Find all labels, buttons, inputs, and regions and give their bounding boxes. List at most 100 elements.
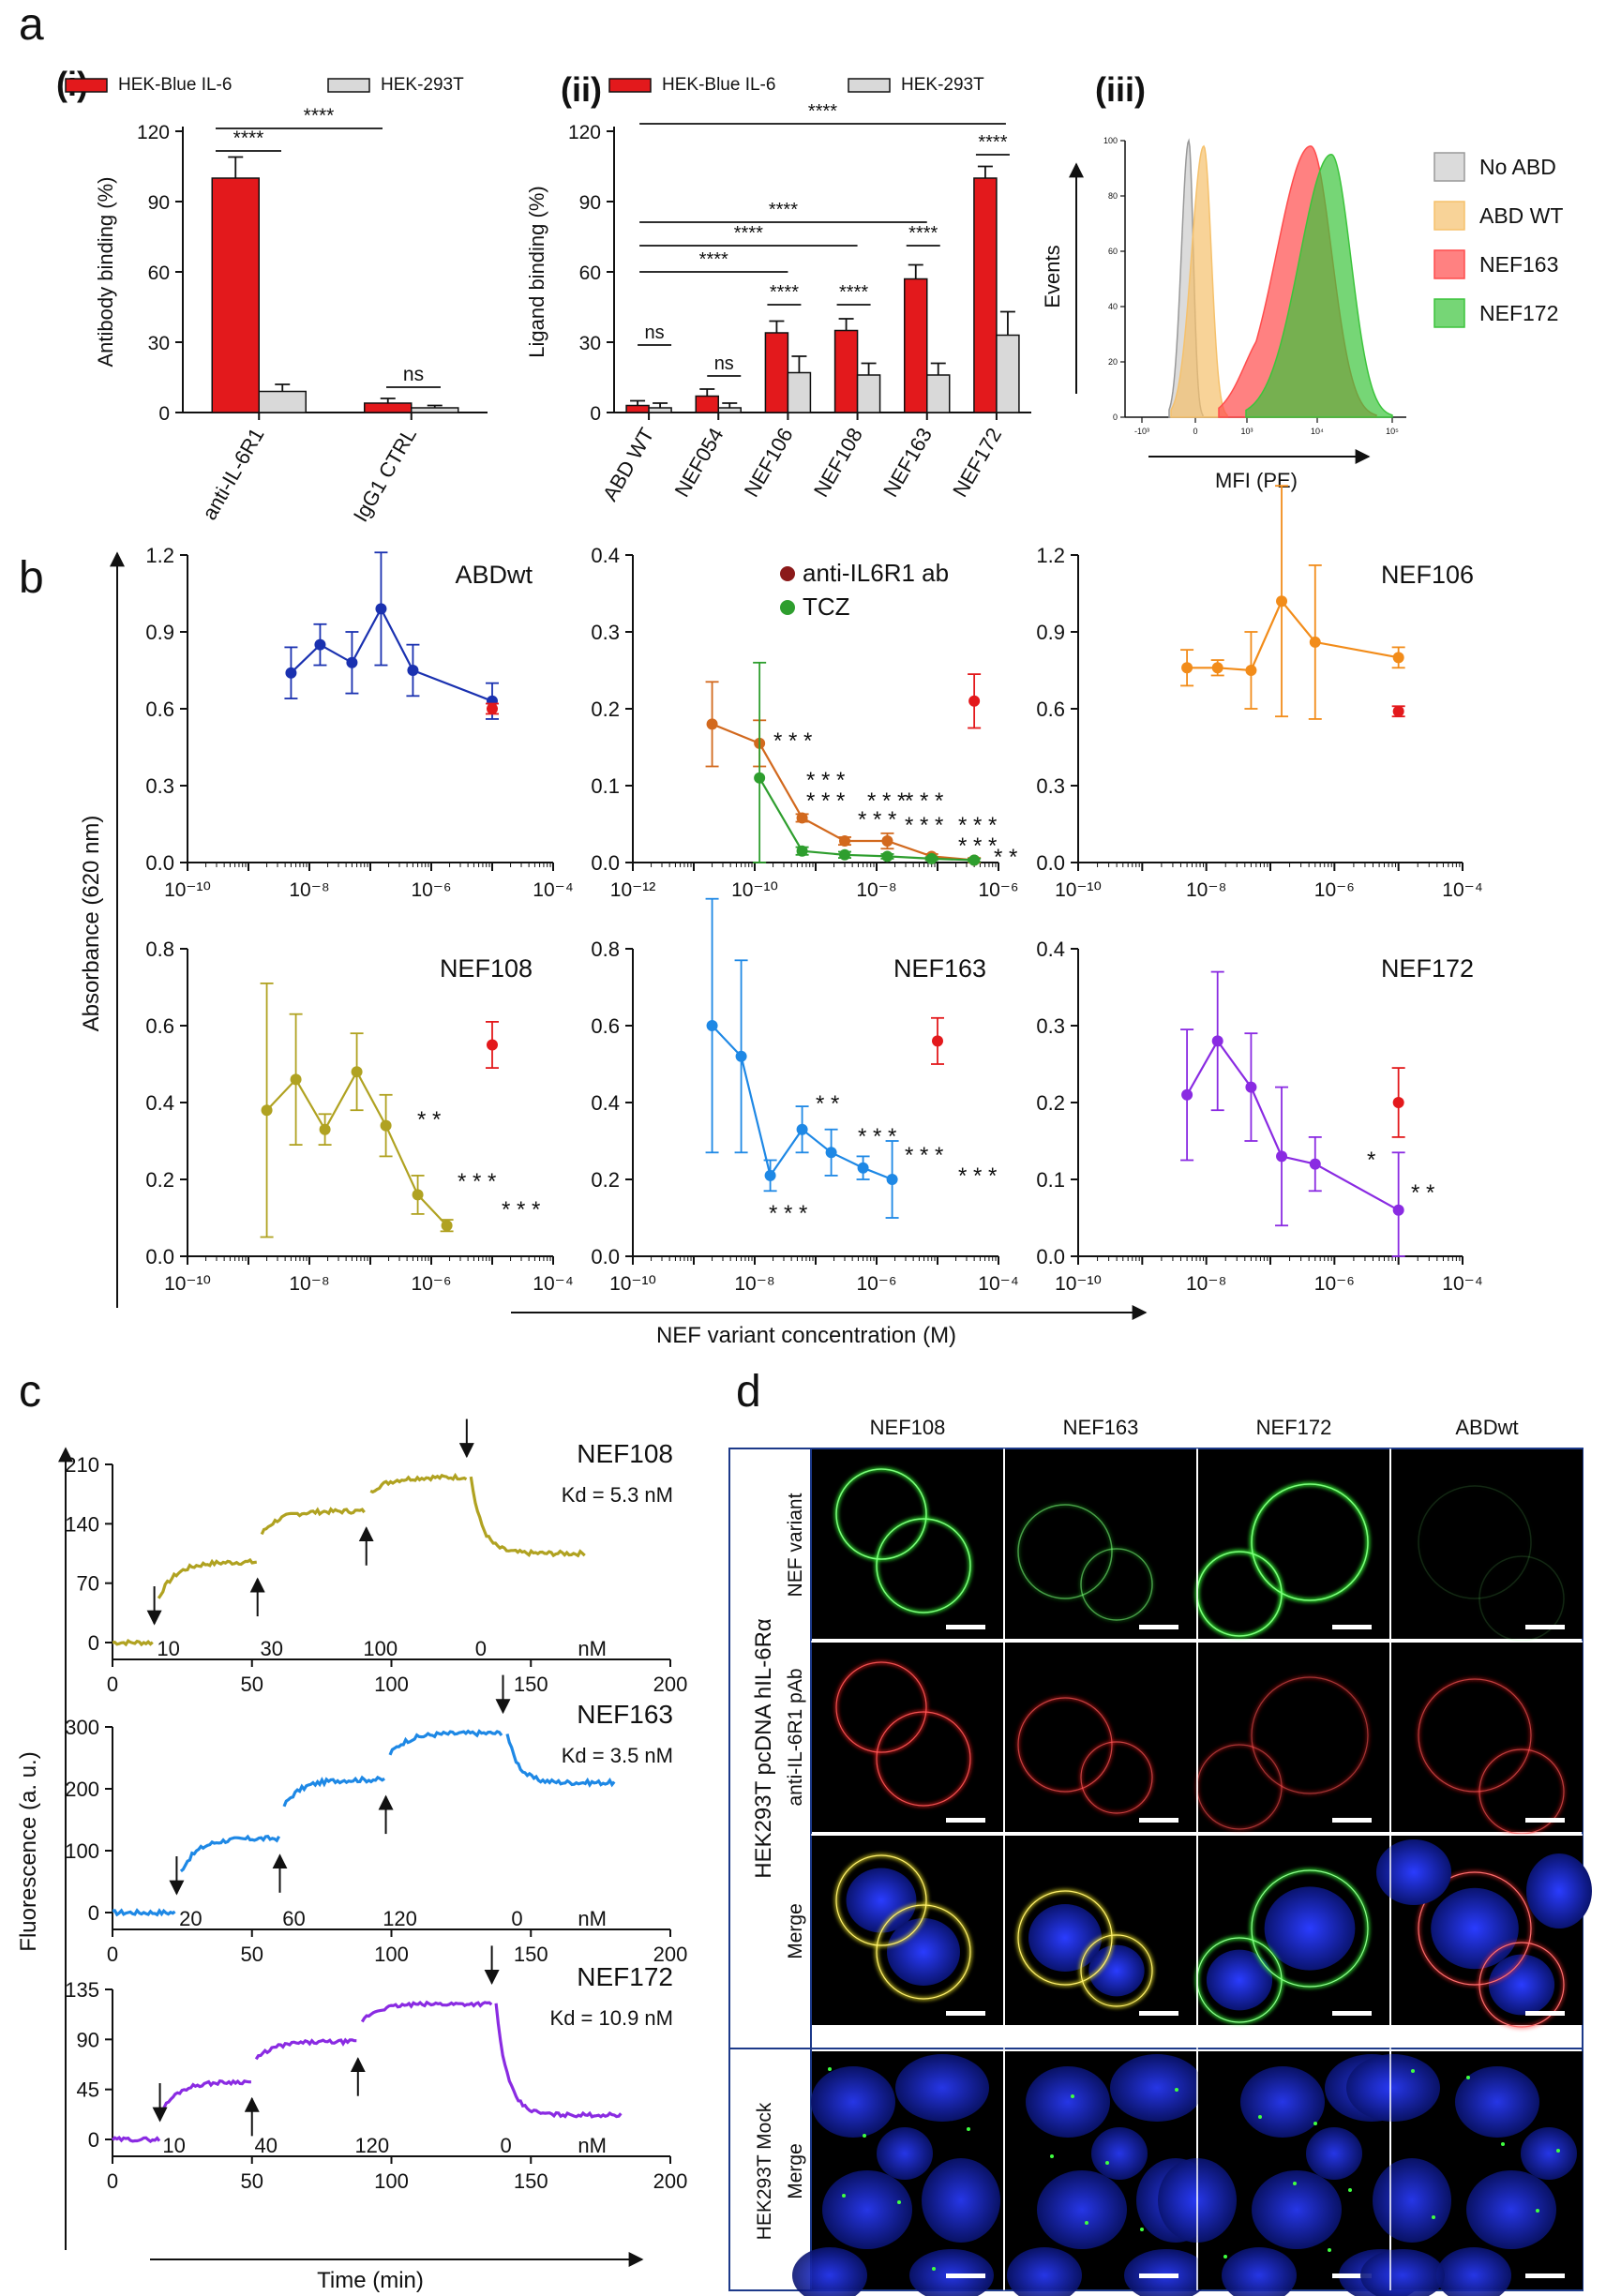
sig-label: ****	[769, 200, 798, 220]
micro-cell-r3-c3	[1346, 2051, 1583, 2296]
y-tick-label: 100	[1103, 136, 1118, 145]
data-point	[351, 1066, 363, 1078]
x-tick-label: 0	[107, 1673, 118, 1696]
y-axis-label: Antibody binding (%)	[94, 176, 117, 367]
y-tick-label: 60	[1108, 247, 1118, 256]
image-bg	[1391, 1643, 1583, 1832]
x-tick-label: 0	[107, 1943, 118, 1966]
sig-stars: * *	[417, 1107, 441, 1133]
data-point	[261, 1104, 273, 1117]
concentration-label: 120	[383, 1907, 417, 1930]
trace-segment	[369, 1472, 468, 1494]
y-tick-label: 100	[65, 1839, 99, 1863]
chart-b_nef108: 0.0 0.2 0.4 0.6 0.8 10⁻¹⁰ 10⁻⁸ 10⁻⁶ 10⁻⁴ NEF108 * …	[145, 938, 573, 1295]
sig-label: ns	[645, 323, 665, 343]
scale-bar	[1332, 1818, 1372, 1823]
concentration-label: 10	[162, 2134, 185, 2157]
trace-segment	[360, 2000, 493, 2023]
scale-bar	[1332, 2011, 1372, 2016]
y-tick-label: 0.0	[145, 851, 174, 875]
cell-membrane-green	[1418, 1485, 1532, 1599]
image-bg	[812, 1449, 1003, 1639]
data-point	[825, 1147, 837, 1159]
sig-stars: * * *	[858, 1124, 896, 1149]
micro-cell-r2-c3	[1376, 1836, 1592, 2029]
x-tick-label: 50	[241, 2169, 263, 2193]
y-tick-label: 200	[65, 1778, 99, 1801]
concentration-label: 0	[511, 1907, 522, 1930]
nucleus	[1346, 2054, 1440, 2122]
nucleus	[1037, 2170, 1127, 2249]
legend-swatch	[1433, 201, 1465, 231]
y-tick-label: 0.8	[591, 938, 620, 961]
data-point	[1245, 1081, 1257, 1093]
data-point	[796, 845, 808, 857]
chart-title: NEF108	[577, 1439, 673, 1468]
x-tick-label: 10⁻⁶	[978, 879, 1018, 901]
concentration-label: 30	[260, 1637, 282, 1660]
bar	[648, 407, 672, 413]
y-tick-label: 0.9	[1036, 621, 1065, 644]
x-tick-label: 150	[514, 2169, 548, 2193]
cell-membrane-green-core	[1251, 1483, 1369, 1601]
legend-swatch	[65, 78, 108, 93]
speck	[967, 2127, 970, 2131]
scale-bar	[1332, 2273, 1372, 2278]
trace-segment	[388, 1729, 503, 1756]
sig-stars: * * *	[458, 1169, 496, 1194]
y-tick-label: 0	[88, 2128, 99, 2152]
data-point	[346, 656, 358, 668]
bar	[717, 407, 742, 413]
scale-bar	[946, 2273, 985, 2278]
image-bg	[1005, 1643, 1196, 1832]
speck	[1258, 2115, 1262, 2119]
speck	[1223, 2255, 1227, 2258]
nucleus	[811, 2066, 895, 2138]
chart-b_abdwt: 0.0 0.3 0.6 0.9 1.2 10⁻¹⁰ 10⁻⁸ 10⁻⁶ 10⁻⁴ ABDwt	[145, 544, 573, 901]
chart-title: ABDwt	[455, 561, 533, 589]
concentration-label: 40	[255, 2134, 278, 2157]
bar	[364, 402, 413, 413]
sig-stars: * * *	[502, 1197, 540, 1223]
bar	[211, 177, 260, 413]
y-tick-label: 60	[579, 263, 601, 284]
y-tick-label: 0.6	[145, 698, 174, 721]
data-point	[839, 835, 851, 848]
speck	[1411, 2069, 1415, 2073]
speck	[1466, 2076, 1470, 2079]
data-point	[881, 850, 893, 863]
image-bg	[1198, 1449, 1389, 1639]
scale-bar	[946, 1818, 985, 1823]
cell-membrane-green-core	[1478, 1555, 1565, 1642]
kd-label: Kd = 5.3 nM	[562, 1483, 673, 1507]
data-point	[314, 638, 326, 651]
x-tick-label: 10⁻⁶	[1314, 879, 1355, 901]
nucleus	[1124, 2249, 1208, 2296]
trace-segment	[505, 1733, 616, 1788]
y-tick-label: 0.1	[1036, 1168, 1065, 1192]
speck	[1071, 2094, 1074, 2098]
data-point	[1211, 662, 1223, 674]
nucleus	[1088, 1944, 1145, 1997]
group-label: HEK293T pcDNA hIL-6Rα	[751, 1618, 776, 1879]
histogram-abd-wt	[1170, 144, 1228, 418]
panel-label-b: b	[19, 553, 44, 603]
x-tick-label: 10⁻¹⁰	[609, 1273, 656, 1295]
concentration-label: 0	[475, 1637, 487, 1660]
merged-membrane-core	[1017, 1890, 1113, 1986]
y-tick-label: 0.2	[591, 698, 620, 721]
legend-label: TCZ	[803, 593, 850, 621]
x-tick-label: 100	[374, 1673, 409, 1696]
y-tick-label: 0.6	[591, 1014, 620, 1038]
micro-cell-r1-c2	[1195, 1643, 1389, 1832]
y-tick-label: 20	[1108, 357, 1118, 367]
scale-bar	[1139, 1818, 1178, 1823]
data-point	[1392, 652, 1404, 664]
sig-stars: * * *	[905, 813, 943, 838]
unit-label: nM	[578, 1637, 607, 1660]
kd-label: Kd = 10.9 nM	[550, 2006, 673, 2030]
speck	[1501, 2142, 1505, 2146]
nucleus	[909, 2249, 994, 2296]
trace-segment	[254, 2037, 357, 2061]
